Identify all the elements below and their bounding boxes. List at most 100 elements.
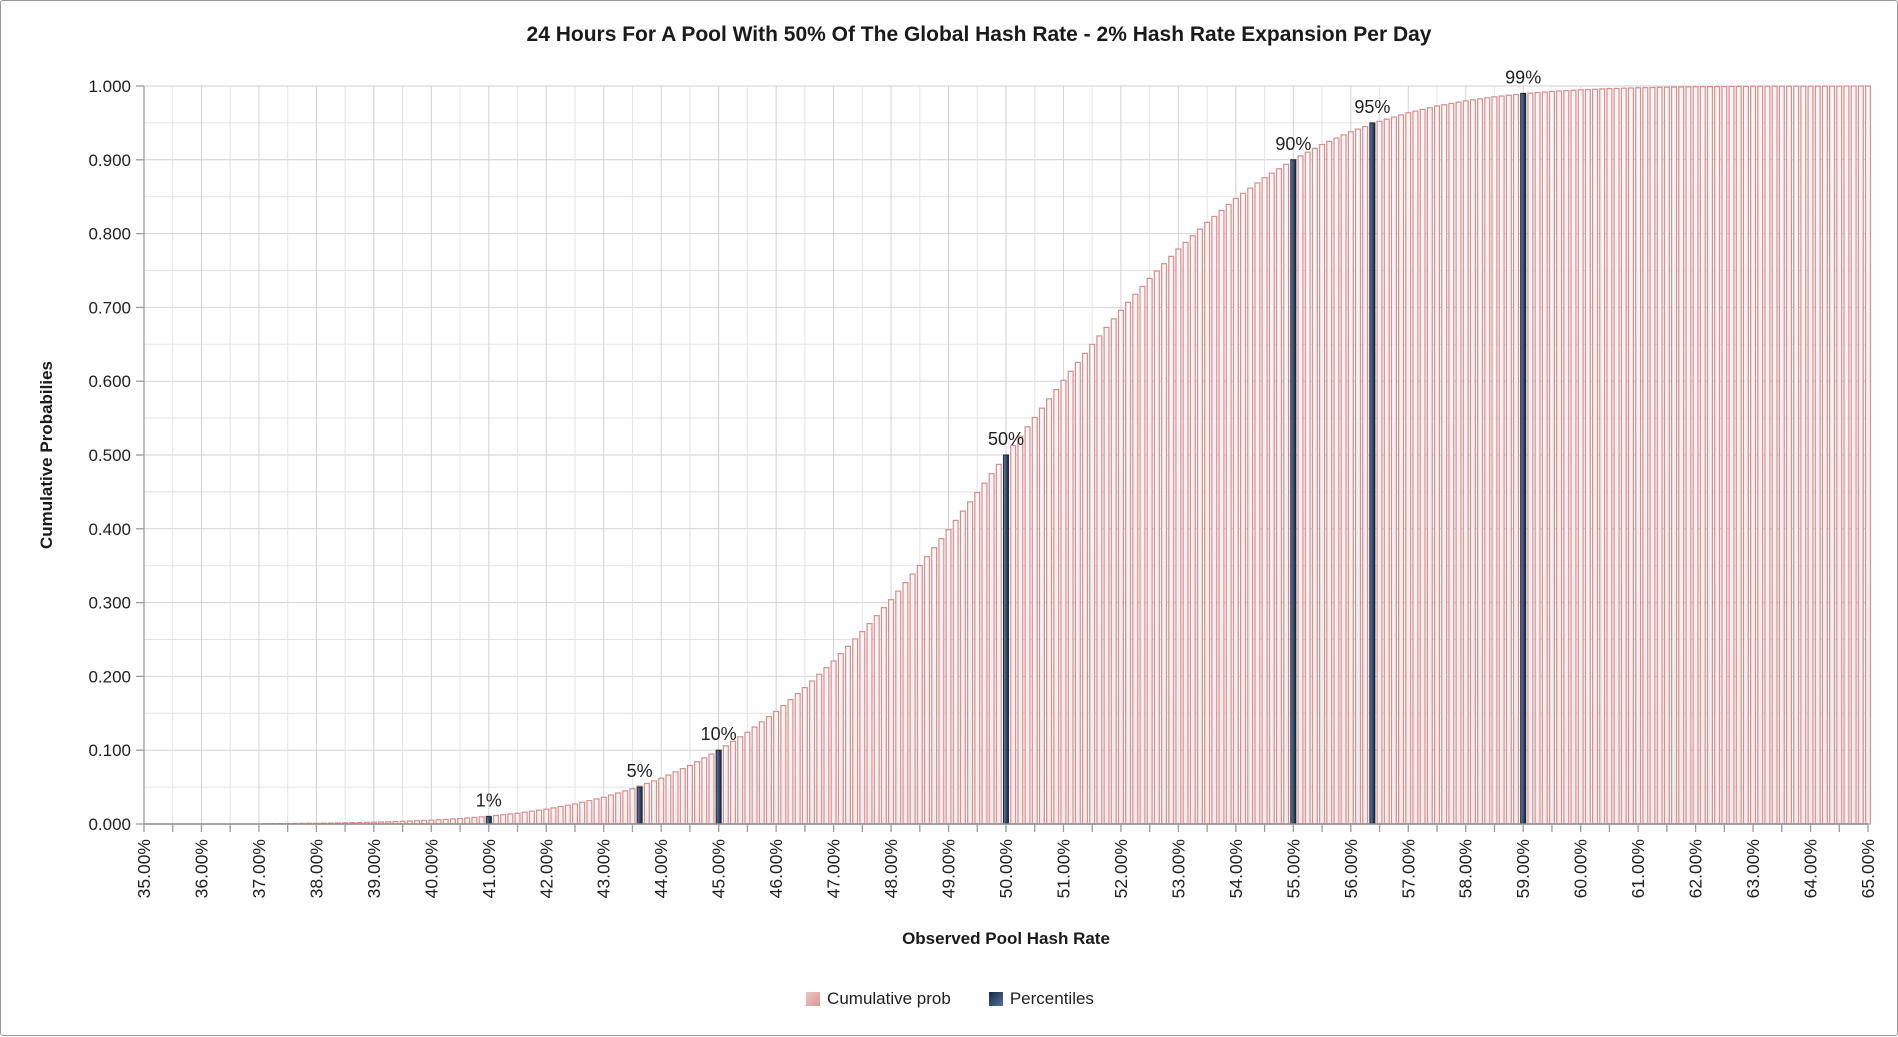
bar: [1514, 95, 1519, 824]
bar: [565, 805, 570, 824]
bar: [551, 808, 556, 824]
bar: [1298, 156, 1303, 824]
bar: [939, 539, 944, 824]
bar: [903, 583, 908, 824]
x-tick-label: 43.00%: [594, 839, 614, 898]
percentile-bar: [1004, 455, 1009, 824]
bar: [1262, 178, 1267, 824]
bar: [1097, 336, 1102, 824]
bar: [1118, 310, 1123, 824]
bar: [1858, 86, 1863, 824]
bar: [1269, 173, 1274, 824]
bar: [1571, 90, 1576, 824]
bar: [1657, 87, 1662, 824]
y-tick-label: 0.200: [88, 667, 131, 686]
bar: [1636, 88, 1641, 824]
bar: [817, 674, 822, 824]
bar: [867, 624, 872, 824]
bar: [1334, 138, 1339, 824]
bar: [1621, 88, 1626, 824]
legend-label: Percentiles: [1010, 989, 1094, 1009]
x-tick-label: 60.00%: [1571, 839, 1591, 898]
bar: [1643, 88, 1648, 824]
bar: [1154, 271, 1159, 824]
x-tick-label: 48.00%: [881, 839, 901, 898]
legend: Cumulative prob Percentiles: [1, 989, 1898, 1009]
y-tick-label: 0.800: [88, 225, 131, 244]
x-tick-label: 42.00%: [536, 839, 556, 898]
bar: [1126, 302, 1131, 824]
bar: [960, 511, 965, 824]
x-tick-label: 54.00%: [1226, 839, 1246, 898]
bar: [1679, 87, 1684, 824]
x-tick-label: 55.00%: [1283, 839, 1303, 898]
bar: [881, 608, 886, 824]
bar: [501, 815, 506, 824]
x-tick-label: 49.00%: [939, 839, 959, 898]
bar: [1198, 229, 1203, 824]
bar: [1528, 93, 1533, 824]
percentile-bar: [1521, 93, 1526, 824]
percentile-bar: [1370, 123, 1375, 824]
bar: [522, 812, 527, 824]
bar: [1722, 87, 1727, 824]
percentile-label: 95%: [1354, 97, 1390, 117]
x-tick-label: 40.00%: [421, 839, 441, 898]
bar: [1320, 145, 1325, 824]
bar: [1327, 141, 1332, 824]
x-tick-label: 44.00%: [651, 839, 671, 898]
bar: [1557, 91, 1562, 824]
bar: [1549, 91, 1554, 824]
percentile-bar: [637, 787, 642, 824]
bar: [996, 464, 1001, 824]
x-axis-ticks: 35.00%36.00%37.00%38.00%39.00%40.00%41.0…: [134, 824, 1878, 898]
bar: [573, 804, 578, 824]
bar: [1190, 236, 1195, 824]
bar: [1068, 371, 1073, 824]
bar: [1729, 86, 1734, 824]
bar: [1241, 193, 1246, 824]
bar: [558, 807, 563, 824]
bar: [644, 783, 649, 824]
bar: [917, 566, 922, 824]
bar: [1686, 87, 1691, 824]
bar: [1837, 86, 1842, 824]
bar: [1406, 113, 1411, 824]
bar: [1075, 362, 1080, 824]
y-tick-label: 0.300: [88, 594, 131, 613]
bar: [1384, 119, 1389, 824]
bar: [1312, 148, 1317, 824]
x-tick-label: 53.00%: [1168, 839, 1188, 898]
bar: [802, 688, 807, 824]
bar: [1363, 127, 1368, 824]
bar: [896, 591, 901, 824]
bar: [1427, 108, 1432, 824]
bar: [1736, 86, 1741, 824]
bar: [1420, 109, 1425, 824]
legend-item-cumulative-prob: Cumulative prob: [806, 989, 951, 1009]
bar: [623, 791, 628, 824]
bar: [1413, 111, 1418, 824]
bar: [630, 789, 635, 824]
bar: [587, 801, 592, 824]
bar: [846, 646, 851, 824]
bar: [1470, 100, 1475, 824]
bar: [838, 654, 843, 824]
bar: [759, 722, 764, 824]
bar: [1600, 89, 1605, 824]
bar: [1614, 88, 1619, 824]
y-tick-label: 0.400: [88, 520, 131, 539]
bar: [1664, 87, 1669, 824]
x-tick-label: 39.00%: [364, 839, 384, 898]
bar: [1305, 152, 1310, 824]
bar: [752, 727, 757, 824]
bar: [824, 668, 829, 824]
bar: [1851, 86, 1856, 824]
bar: [831, 661, 836, 824]
bar: [1226, 205, 1231, 824]
bar: [1356, 129, 1361, 824]
x-tick-label: 56.00%: [1341, 839, 1361, 898]
bar: [1492, 97, 1497, 824]
bar: [1442, 105, 1447, 824]
